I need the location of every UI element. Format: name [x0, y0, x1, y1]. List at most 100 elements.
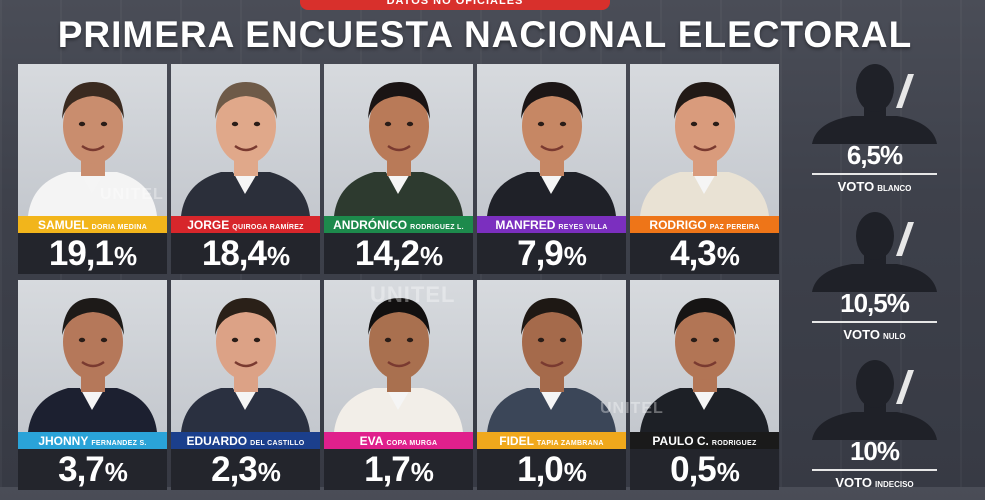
candidate-photo — [324, 280, 473, 432]
candidate-surname: QUIROGA RAMÍREZ — [232, 224, 304, 231]
vote-type-percentage: 6,5% — [846, 140, 903, 170]
candidate-surname: DEL CASTILLO — [250, 440, 305, 447]
candidate-first-name: EVA — [359, 434, 384, 448]
candidate-first-name: SAMUEL — [37, 218, 89, 232]
candidate-percentage: 18,4% — [171, 233, 320, 274]
candidate-surname: TAPIA ZAMBRANA — [536, 440, 604, 447]
candidate-first-name: RODRIGO — [649, 218, 707, 232]
candidate-photo — [18, 280, 167, 432]
vote-type-box: 10,5% VOTO NULO — [812, 212, 937, 352]
candidate-name-bar: PAULO C. RODRIGUEZ — [630, 432, 779, 449]
percent-sign: % — [104, 457, 128, 487]
candidate-card: RODRIGO PAZ PEREIRA 4,3% — [630, 64, 779, 274]
percentage-value: 18,4 — [201, 234, 267, 273]
percentage-value: 14,2 — [354, 234, 420, 273]
percent-sign: % — [420, 241, 443, 271]
candidate-first-name: ANDRÓNICO — [333, 218, 408, 232]
candidate-percentage: 1,0% — [477, 449, 626, 490]
silhouette-icon — [812, 64, 937, 144]
percent-sign: % — [410, 457, 434, 487]
candidate-name-bar: JHONNY FERNANDEZ S. — [18, 432, 167, 449]
candidate-name-bar: EDUARDO DEL CASTILLO — [171, 432, 320, 449]
candidate-first-name: FIDEL — [499, 434, 534, 448]
percent-sign: % — [563, 241, 587, 271]
candidate-card: JORGE QUIROGA RAMÍREZ 18,4% — [171, 64, 320, 274]
candidate-percentage: 1,7% — [324, 449, 473, 490]
percent-sign: % — [563, 457, 587, 487]
candidate-card: EDUARDO DEL CASTILLO 2,3% — [171, 280, 320, 490]
candidate-name-bar: FIDEL TAPIA ZAMBRANA — [477, 432, 626, 449]
candidate-percentage: 0,5% — [630, 449, 779, 490]
watermark-text: UNITEL — [100, 186, 164, 203]
candidate-percentage: 4,3% — [630, 233, 779, 274]
watermark-text: UNITEL — [370, 282, 456, 307]
candidate-surname: RODRIGUEZ L. — [410, 224, 464, 231]
candidate-surname: DORIA MEDINA — [91, 224, 148, 231]
vote-type-box: 10% VOTO INDECISO — [812, 360, 937, 500]
silhouette-icon — [812, 212, 937, 292]
percent-sign: % — [114, 241, 137, 271]
candidate-percentage: 14,2% — [324, 233, 473, 274]
vote-type-label-sub: BLANCO — [877, 184, 912, 193]
candidate-percentage: 7,9% — [477, 233, 626, 274]
candidate-name-bar: RODRIGO PAZ PEREIRA — [630, 216, 779, 233]
candidate-name-bar: MANFRED REYES VILLA — [477, 216, 626, 233]
candidate-surname: FERNANDEZ S. — [91, 440, 147, 447]
percentage-value: 1,0 — [517, 450, 564, 489]
percent-sign: % — [716, 457, 740, 487]
candidate-card: PAULO C. RODRIGUEZ 0,5% — [630, 280, 779, 490]
vote-type-label-main: VOTO — [837, 179, 875, 194]
percentage-value: 1,7 — [364, 450, 411, 489]
vote-type-label-main: VOTO — [835, 475, 872, 490]
candidate-card: SAMUEL DORIA MEDINA 19,1% — [18, 64, 167, 274]
watermark-text: UNITEL — [600, 400, 664, 417]
percentage-value: 4,3 — [670, 234, 717, 273]
candidate-photo — [630, 280, 779, 432]
page-title: PRIMERA ENCUESTA NACIONAL ELECTORAL — [57, 14, 913, 55]
candidate-first-name: PAULO C. — [652, 434, 709, 448]
candidate-percentage: 3,7% — [18, 449, 167, 490]
vote-type-label-sub: NULO — [882, 332, 906, 341]
candidate-card: EVA COPA MURGA 1,7% — [324, 280, 473, 490]
vote-type-label: VOTO NULO — [812, 326, 937, 344]
candidate-card: JHONNY FERNANDEZ S. 3,7% — [18, 280, 167, 490]
percent-sign: % — [267, 241, 290, 271]
divider — [812, 321, 937, 323]
percentage-value: 2,3 — [211, 450, 258, 489]
candidate-photo — [171, 64, 320, 216]
percentage-value: 19,1 — [48, 234, 114, 273]
percentage-value: 3,7 — [58, 450, 105, 489]
candidate-first-name: MANFRED — [495, 218, 556, 232]
candidate-first-name: JHONNY — [38, 434, 89, 448]
vote-type-box: 6,5% VOTO BLANCO — [812, 64, 937, 204]
divider — [812, 173, 937, 175]
vote-type-label: VOTO BLANCO — [812, 178, 937, 196]
vote-type-label: VOTO INDECISO — [812, 474, 937, 492]
vote-type-label-main: VOTO — [843, 327, 880, 342]
vote-type-percentage: 10% — [849, 436, 900, 466]
candidate-first-name: JORGE — [187, 218, 230, 232]
candidate-photo — [630, 64, 779, 216]
candidate-name-bar: ANDRÓNICO RODRIGUEZ L. — [324, 216, 473, 233]
candidate-name-bar: EVA COPA MURGA — [324, 432, 473, 449]
candidate-surname: REYES VILLA — [558, 224, 608, 231]
candidate-surname: COPA MURGA — [386, 440, 438, 447]
silhouette-icon — [812, 360, 937, 440]
percent-sign: % — [716, 241, 740, 271]
vote-type-label-sub: INDECISO — [874, 480, 914, 489]
candidate-photo — [171, 280, 320, 432]
percent-sign: % — [257, 457, 281, 487]
candidate-name-bar: JORGE QUIROGA RAMÍREZ — [171, 216, 320, 233]
vote-type-percentage: 10,5% — [840, 288, 910, 318]
divider — [812, 469, 937, 471]
candidate-card: FIDEL TAPIA ZAMBRANA 1,0% — [477, 280, 626, 490]
candidate-first-name: EDUARDO — [186, 434, 248, 448]
percentage-value: 7,9 — [517, 234, 564, 273]
candidate-photo — [477, 64, 626, 216]
candidate-percentage: 19,1% — [18, 233, 167, 274]
candidate-photo — [477, 280, 626, 432]
candidate-name-bar: SAMUEL DORIA MEDINA — [18, 216, 167, 233]
candidate-photo — [18, 64, 167, 216]
candidate-card: ANDRÓNICO RODRIGUEZ L. 14,2% — [324, 64, 473, 274]
candidate-photo — [324, 64, 473, 216]
